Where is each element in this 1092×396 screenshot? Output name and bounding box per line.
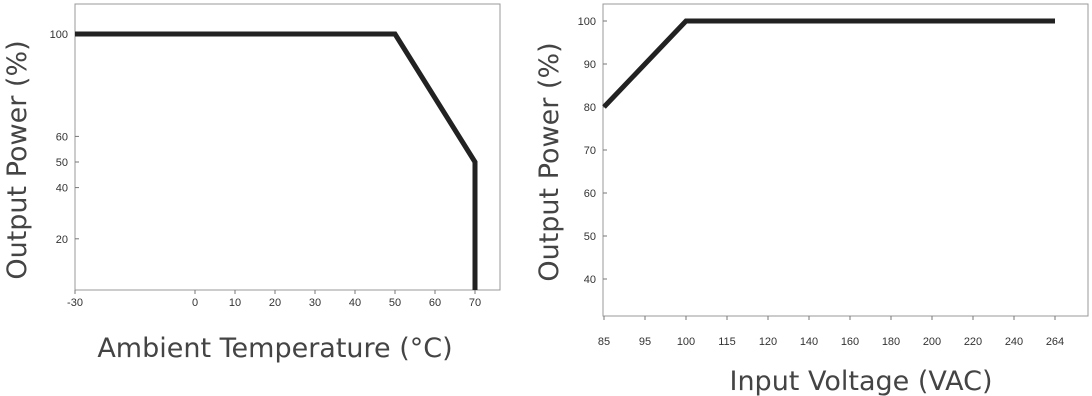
x-axis-ticks: 85 95 100 115 120 140 160 180 200 220 240 264 (598, 316, 1064, 348)
x-tick-label: 180 (882, 336, 900, 348)
y-axis-title: Output Power (%) (2, 40, 33, 279)
y-axis-ticks: 100 60 50 40 20 (50, 29, 79, 246)
plot-frame (602, 3, 1089, 317)
x-tick-label: 115 (718, 336, 736, 348)
x-tick-label: 50 (389, 297, 401, 309)
plot-frame (74, 3, 501, 291)
x-tick-label: 120 (759, 336, 777, 348)
derating-curve (75, 31, 478, 290)
y-axis-ticks: 100 90 80 70 60 50 40 (578, 16, 607, 286)
y-tick-label: 90 (584, 59, 596, 71)
x-tick-label: 60 (429, 297, 441, 309)
x-tick-label: 20 (269, 297, 281, 309)
y-tick-label: 70 (584, 145, 596, 157)
x-tick-label: 0 (192, 297, 198, 309)
x-tick-label: 95 (639, 336, 651, 348)
y-tick-label: 60 (56, 131, 68, 143)
y-tick-label: 40 (56, 183, 68, 195)
x-tick-label: 140 (800, 336, 818, 348)
y-tick-label: 60 (584, 188, 596, 200)
x-tick-label: 200 (923, 336, 941, 348)
y-tick-label: 20 (56, 234, 68, 246)
y-tick-label: 50 (584, 231, 596, 243)
x-tick-label: 264 (1046, 336, 1064, 348)
y-tick-label: 100 (578, 16, 596, 28)
x-tick-label: 85 (598, 336, 610, 348)
x-tick-label: 160 (841, 336, 859, 348)
x-tick-label: 10 (229, 297, 241, 309)
x-axis-ticks: -30 0 10 20 30 40 50 60 70 (67, 290, 481, 309)
y-tick-label: 40 (584, 274, 596, 286)
derating-curve (602, 18, 1055, 109)
x-axis-title: Ambient Temperature (°C) (97, 333, 452, 364)
x-tick-label: 70 (469, 297, 481, 309)
x-axis-title: Input Voltage (VAC) (729, 366, 992, 396)
x-tick-label: 220 (964, 336, 982, 348)
x-tick-label: -30 (67, 297, 83, 309)
x-tick-label: 30 (309, 297, 321, 309)
y-tick-label: 100 (50, 29, 68, 41)
y-tick-label: 80 (584, 102, 596, 114)
y-axis-title: Output Power (%) (534, 42, 565, 281)
y-tick-label: 50 (56, 157, 68, 169)
voltage-derating-chart: 100 90 80 70 60 50 40 85 95 100 115 120 140 160 180 20… (534, 3, 1089, 396)
x-tick-label: 100 (677, 336, 695, 348)
x-tick-label: 40 (349, 297, 361, 309)
x-tick-label: 240 (1005, 336, 1023, 348)
temperature-derating-chart: 100 60 50 40 20 -30 0 10 20 30 40 50 60 70 Ambient T… (2, 3, 501, 364)
